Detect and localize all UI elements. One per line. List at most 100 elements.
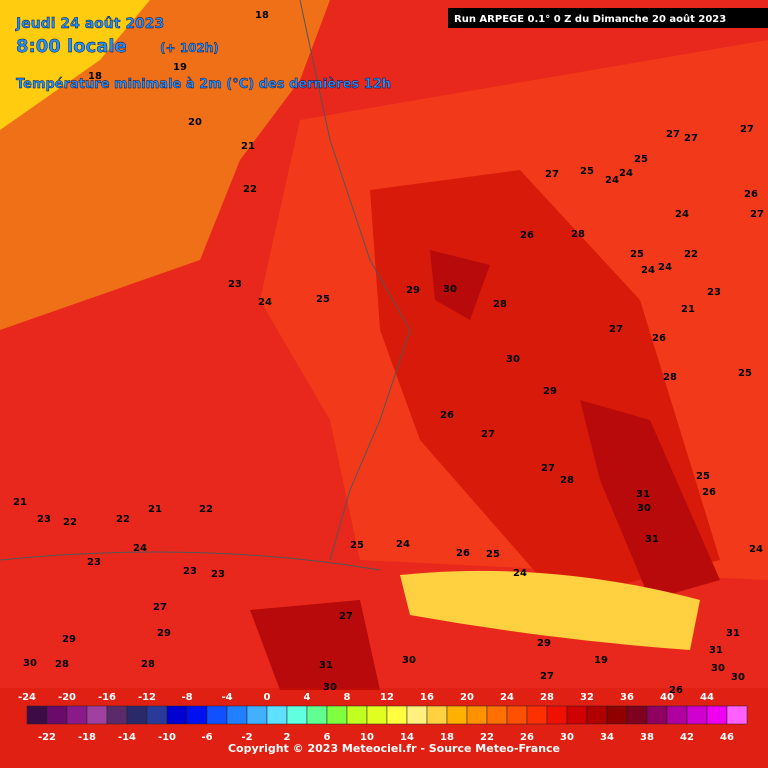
contour-label: 31 (319, 660, 333, 671)
contour-label: 31 (709, 645, 723, 656)
run-box (448, 8, 768, 28)
field-title: Température minimale à 2m (°C) des derni… (16, 77, 391, 92)
contour-label: 22 (684, 249, 698, 260)
contour-label: 24 (133, 543, 147, 554)
contour-label: 23 (37, 514, 51, 525)
contour-label: 24 (513, 568, 527, 579)
scale-tick-label: 18 (440, 732, 454, 743)
scale-swatch (106, 705, 128, 725)
contour-label: 25 (580, 166, 594, 177)
contour-label: 24 (619, 168, 633, 179)
scale-tick-label: 32 (580, 692, 594, 703)
scale-swatch (206, 705, 228, 725)
hot-zone (580, 400, 720, 600)
scale-tick-label: 10 (360, 732, 374, 743)
contour-label: 28 (493, 299, 507, 310)
scale-swatch (66, 705, 88, 725)
scale-swatch (186, 705, 208, 725)
contour-label: 27 (609, 324, 623, 335)
contour-label: 27 (541, 463, 555, 474)
contour-label: 29 (543, 386, 557, 397)
scale-swatch (466, 705, 488, 725)
scale-tick-label: 22 (480, 732, 494, 743)
contour-label: 30 (506, 354, 520, 365)
date: Jeudi 24 août 2023 (15, 16, 164, 32)
contour-label: 22 (63, 517, 77, 528)
scale-tick-label: 20 (460, 692, 474, 703)
scale-swatch (126, 705, 148, 725)
contour-label: 30 (23, 658, 37, 669)
contour-label: 25 (350, 540, 364, 551)
contour-label: 24 (641, 265, 655, 276)
scale-swatch (326, 705, 348, 725)
scale-tick-label: -18 (78, 732, 96, 743)
contour-label: 23 (183, 566, 197, 577)
contour-label: 29 (537, 638, 551, 649)
contour-label: 21 (241, 141, 255, 152)
orange-zone (0, 0, 330, 330)
scale-swatch (726, 705, 748, 725)
scale-tick-label: 34 (600, 732, 614, 743)
contour-label: 27 (684, 133, 698, 144)
contour-label: 30 (731, 672, 745, 683)
contour-label: 25 (696, 471, 710, 482)
contour-label: 25 (738, 368, 752, 379)
contour-label: 21 (13, 497, 27, 508)
scale-swatch (546, 705, 568, 725)
contour-label: 29 (62, 634, 76, 645)
contour-label: 23 (228, 279, 242, 290)
scale-tick-label: 36 (620, 692, 634, 703)
contour-label: 24 (749, 544, 763, 555)
contour-label: 23 (211, 569, 225, 580)
scale-tick-label: 38 (640, 732, 654, 743)
scale-tick-label: -22 (38, 732, 56, 743)
run-info: Run ARPEGE 0.1° 0 Z du Dimanche 20 août … (454, 13, 726, 25)
scale-swatch (266, 705, 288, 725)
contour-label: 21 (681, 304, 695, 315)
contour-label: 30 (637, 503, 651, 514)
scale-band (0, 688, 768, 768)
scale-tick-label: 30 (560, 732, 574, 743)
contour-label: 28 (141, 659, 155, 670)
scale-swatch (146, 705, 168, 725)
scale-tick-label: 14 (400, 732, 414, 743)
scale-tick-label: -24 (18, 692, 36, 703)
contour-label: 25 (486, 549, 500, 560)
scale-swatch (586, 705, 608, 725)
contour-label: 19 (594, 655, 608, 666)
coastline (299, 0, 411, 561)
contour-label: 21 (148, 504, 162, 515)
scale-swatch (526, 705, 548, 725)
contour-label: 20 (188, 117, 202, 128)
scale-swatch (166, 705, 188, 725)
scale-tick-label: -4 (221, 692, 232, 703)
scale-swatch (226, 705, 248, 725)
contour-label: 18 (255, 10, 269, 21)
scale-tick-label: -8 (181, 692, 192, 703)
contour-label: 27 (666, 129, 680, 140)
contour-label: 27 (481, 429, 495, 440)
contour-label: 26 (520, 230, 534, 241)
scale-swatch (446, 705, 468, 725)
contour-label: 28 (663, 372, 677, 383)
scale-tick-label: 24 (500, 692, 514, 703)
scale-tick-label: 0 (264, 692, 271, 703)
scale-tick-label: -10 (158, 732, 176, 743)
scale-tick-label: 42 (680, 732, 694, 743)
scale-swatch (666, 705, 688, 725)
scale-swatch (346, 705, 368, 725)
scale-tick-label: -12 (138, 692, 156, 703)
scale-swatch (46, 705, 68, 725)
time: 8:00 locale (16, 36, 127, 57)
contour-label: 30 (711, 663, 725, 674)
contour-label: 27 (153, 602, 167, 613)
contour-label: 18 (88, 71, 102, 82)
contour-label: 26 (652, 333, 666, 344)
scale-swatch (86, 705, 108, 725)
scale-swatch (286, 705, 308, 725)
scale-swatch (566, 705, 588, 725)
contour-label: 25 (316, 294, 330, 305)
scale-tick-label: 40 (660, 692, 674, 703)
contour-label: 26 (669, 685, 683, 696)
